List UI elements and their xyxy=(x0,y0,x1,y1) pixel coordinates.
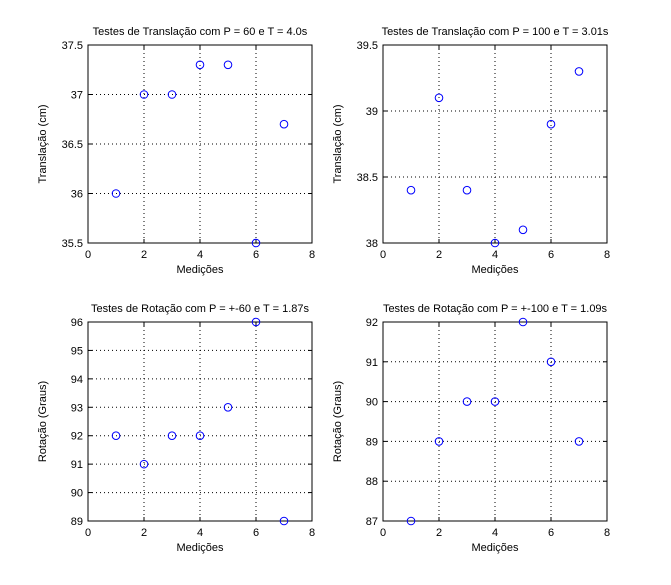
x-tick-label: 4 xyxy=(492,527,498,539)
chart-title: Testes de Translação com P = 60 e T = 4.… xyxy=(93,26,308,38)
data-point xyxy=(111,431,121,441)
data-point xyxy=(167,90,177,99)
y-tick-label: 37 xyxy=(71,90,83,102)
subplot-2: 0 2 4 6 8 38 38.5 39 39.5 Testes de Translação co… xyxy=(332,26,610,276)
x-tick-label: 6 xyxy=(548,249,554,261)
y-axis-label: Rotação (Graus) xyxy=(37,381,49,462)
data-points xyxy=(406,67,584,248)
x-tick-label: 8 xyxy=(604,249,610,261)
data-point xyxy=(574,437,584,446)
data-point xyxy=(406,185,416,195)
data-point xyxy=(195,60,205,70)
data-point xyxy=(490,397,500,406)
data-points xyxy=(111,317,289,526)
subplot-1: 0 2 4 6 8 35.5 36 36.5 37 37.5 Testes de Translaçã… xyxy=(37,26,315,276)
chart-title: Testes de Rotação com P = +-100 e T = 1.… xyxy=(383,303,608,315)
y-tick-label: 92 xyxy=(71,431,83,443)
y-tick-label: 91 xyxy=(366,357,378,369)
data-point xyxy=(223,402,233,412)
x-axis-label: Medições xyxy=(176,542,224,554)
data-point xyxy=(462,397,472,406)
data-point xyxy=(574,67,584,76)
x-tick-label: 2 xyxy=(436,527,442,539)
y-tick-label: 37.5 xyxy=(62,40,83,52)
grid xyxy=(88,322,312,521)
y-tick-label: 35.5 xyxy=(62,238,83,250)
chart-title: Testes de Translação com P = 100 e T = 3… xyxy=(382,26,609,38)
y-tick-label: 87 xyxy=(366,516,378,528)
data-points xyxy=(111,60,289,248)
y-tick-label: 89 xyxy=(71,516,83,528)
data-point xyxy=(139,459,149,469)
x-tick-label: 6 xyxy=(548,527,554,539)
data-point xyxy=(434,93,444,103)
grid xyxy=(88,45,312,243)
x-tick-label: 8 xyxy=(604,527,610,539)
subplot-4: 0 2 4 6 8 87 88 89 90 91 92 Testes de Rotação com P… xyxy=(332,303,610,554)
data-point xyxy=(167,431,177,441)
x-tick-label: 0 xyxy=(380,249,386,261)
data-point xyxy=(251,317,261,327)
y-tick-label: 39 xyxy=(366,106,378,118)
y-tick-label: 38.5 xyxy=(357,172,378,184)
x-tick-label: 2 xyxy=(436,249,442,261)
y-tick-label: 38 xyxy=(366,238,378,250)
x-tick-label: 8 xyxy=(309,249,315,261)
x-axis-label: Medições xyxy=(471,264,519,276)
x-axis-label: Medições xyxy=(176,264,224,276)
y-tick-label: 91 xyxy=(71,459,83,471)
data-point xyxy=(518,317,528,327)
subplot-3: 0 2 4 6 8 89 90 91 92 93 94 95 96 Testes de Rotação c… xyxy=(37,303,315,554)
chart-title: Testes de Rotação com P = +-60 e T = 1.8… xyxy=(91,303,309,315)
y-tick-label: 92 xyxy=(366,317,378,329)
data-point xyxy=(406,516,416,526)
y-tick-label: 89 xyxy=(366,436,378,448)
y-axis-label: Rotação (Graus) xyxy=(332,381,344,462)
data-point xyxy=(434,437,444,446)
y-tick-label: 94 xyxy=(71,374,83,386)
x-tick-label: 4 xyxy=(197,527,203,539)
x-tick-label: 4 xyxy=(197,249,203,261)
data-point xyxy=(546,357,556,367)
data-points xyxy=(406,317,584,526)
x-tick-label: 2 xyxy=(141,249,147,261)
y-tick-label: 36 xyxy=(71,189,83,201)
data-point xyxy=(251,238,261,248)
plot-area xyxy=(383,322,607,521)
x-tick-label: 4 xyxy=(492,249,498,261)
grid xyxy=(383,322,607,521)
data-point xyxy=(546,119,556,129)
data-point xyxy=(518,225,528,235)
x-tick-label: 0 xyxy=(85,527,91,539)
data-point xyxy=(223,60,233,70)
x-tick-label: 0 xyxy=(380,527,386,539)
x-tick-label: 0 xyxy=(85,249,91,261)
y-tick-label: 93 xyxy=(71,402,83,414)
data-point xyxy=(279,119,289,129)
x-tick-label: 2 xyxy=(141,527,147,539)
y-axis-label: Translação (cm) xyxy=(332,104,344,183)
x-tick-label: 6 xyxy=(253,527,259,539)
x-axis-label: Medições xyxy=(471,542,519,554)
x-tick-label: 6 xyxy=(253,249,259,261)
y-tick-label: 88 xyxy=(366,476,378,488)
y-tick-label: 95 xyxy=(71,345,83,357)
data-point xyxy=(111,189,121,198)
x-tick-label: 8 xyxy=(309,527,315,539)
y-tick-label: 96 xyxy=(71,317,83,329)
data-point xyxy=(462,185,472,195)
y-tick-label: 39.5 xyxy=(357,40,378,52)
grid xyxy=(383,45,607,243)
y-tick-label: 90 xyxy=(71,488,83,500)
data-point xyxy=(195,431,205,441)
y-axis-label: Translação (cm) xyxy=(37,104,49,183)
y-tick-label: 90 xyxy=(366,397,378,409)
data-point xyxy=(279,516,289,526)
data-point xyxy=(490,238,500,248)
data-point xyxy=(139,90,149,99)
plot-area xyxy=(88,322,312,521)
y-tick-label: 36.5 xyxy=(62,139,83,151)
